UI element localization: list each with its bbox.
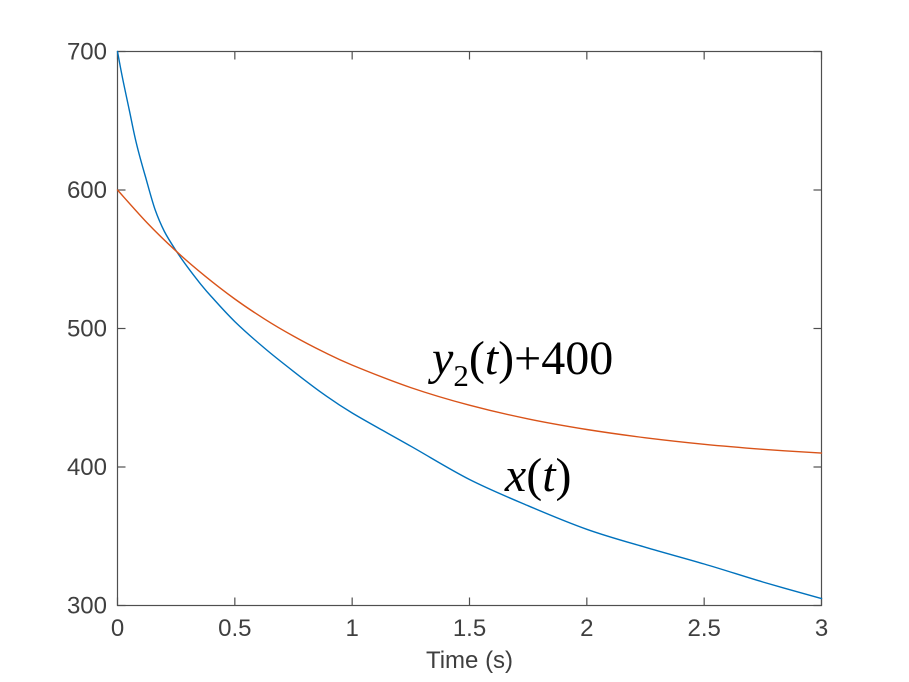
x-tick-label: 2.5: [687, 615, 720, 642]
annotation-segment: y: [427, 332, 454, 385]
x-tick-label: 2: [580, 615, 593, 642]
annotation-segment: t: [542, 449, 557, 502]
annotation-segment: t: [485, 332, 500, 385]
axes-group: 0 0.5 1 1.5 2 2.5 3300400500600700y2(t)+400x(t…: [67, 39, 828, 643]
x-tick-label: 3: [815, 615, 828, 642]
annotation-segment: (: [469, 332, 485, 385]
annotation-label-x: x(t): [504, 449, 572, 502]
x-tick-label: 0: [111, 615, 124, 642]
x-tick-label: 0.5: [218, 615, 251, 642]
y-tick-label: 300: [67, 593, 107, 620]
curve-x-of-t: [116, 50, 823, 600]
annotation-segment: (: [526, 449, 542, 502]
annotation-segment: ): [556, 449, 572, 502]
x-tick-label: 1.5: [453, 615, 486, 642]
y-tick-label: 400: [67, 454, 107, 481]
annotation-label-y2: y2(t)+400: [427, 332, 613, 393]
y-tick-label: 700: [67, 39, 107, 66]
x-tick-label: 1: [345, 615, 358, 642]
y-tick-label: 500: [67, 316, 107, 343]
y-tick-label: 600: [67, 177, 107, 204]
annotation-segment: x: [504, 449, 526, 502]
annotation-segment: 2: [453, 358, 469, 393]
curve-y2-plus-400: [116, 189, 823, 454]
x-axis-label: Time (s): [426, 647, 513, 674]
axis-box: [116, 50, 823, 607]
annotation-segment: )+400: [498, 332, 613, 385]
